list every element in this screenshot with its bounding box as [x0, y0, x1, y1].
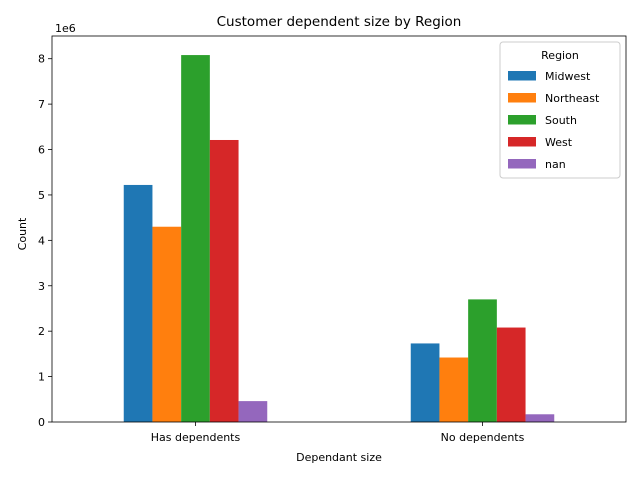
x-tick-label: Has dependents	[151, 431, 241, 444]
bar	[152, 226, 182, 422]
y-tick-label: 8	[38, 53, 45, 66]
y-tick-label: 6	[38, 144, 45, 157]
y-tick-label: 5	[38, 189, 45, 202]
legend-entry: Northeast	[545, 92, 600, 105]
legend-entry: West	[545, 136, 573, 149]
plot-area: 0 1 2 3 4 5 6 7 8 Has dependents No dependents	[38, 35, 627, 444]
y-offset-label: 1e6	[55, 22, 76, 35]
y-tick-label: 3	[38, 280, 45, 293]
y-tick-label: 0	[38, 416, 45, 429]
legend-swatch	[508, 115, 536, 125]
bar	[496, 327, 526, 422]
bar	[209, 139, 239, 423]
legend-entry: Midwest	[545, 70, 591, 83]
bar	[439, 357, 469, 422]
bar	[468, 299, 497, 422]
legend-title: Region	[541, 49, 579, 62]
legend-swatch	[508, 93, 536, 103]
legend-swatch	[508, 159, 536, 169]
legend-entry: nan	[545, 158, 566, 171]
bar	[525, 414, 555, 422]
bar	[123, 184, 153, 422]
legend-entry: South	[545, 114, 577, 127]
legend: Region Midwest Northeast South West nan	[499, 41, 621, 179]
legend-swatch	[508, 71, 536, 81]
bar	[410, 343, 440, 422]
bar	[238, 401, 268, 422]
x-axis-label: Dependant size	[296, 451, 382, 464]
y-tick-label: 2	[38, 325, 45, 338]
y-tick-label: 1	[38, 371, 45, 384]
y-tick-label: 4	[38, 234, 45, 247]
x-tick-label: No dependents	[441, 431, 525, 444]
legend-swatch	[508, 137, 536, 147]
chart-title: Customer dependent size by Region	[217, 14, 462, 30]
y-tick-label: 7	[38, 98, 45, 111]
y-axis-label: Count	[16, 217, 29, 250]
axes-frame	[51, 35, 627, 423]
bar	[181, 55, 210, 422]
